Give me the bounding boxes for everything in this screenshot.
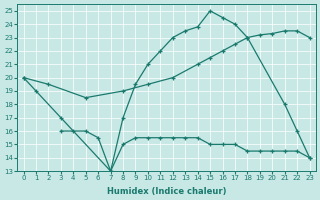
X-axis label: Humidex (Indice chaleur): Humidex (Indice chaleur) (107, 187, 226, 196)
